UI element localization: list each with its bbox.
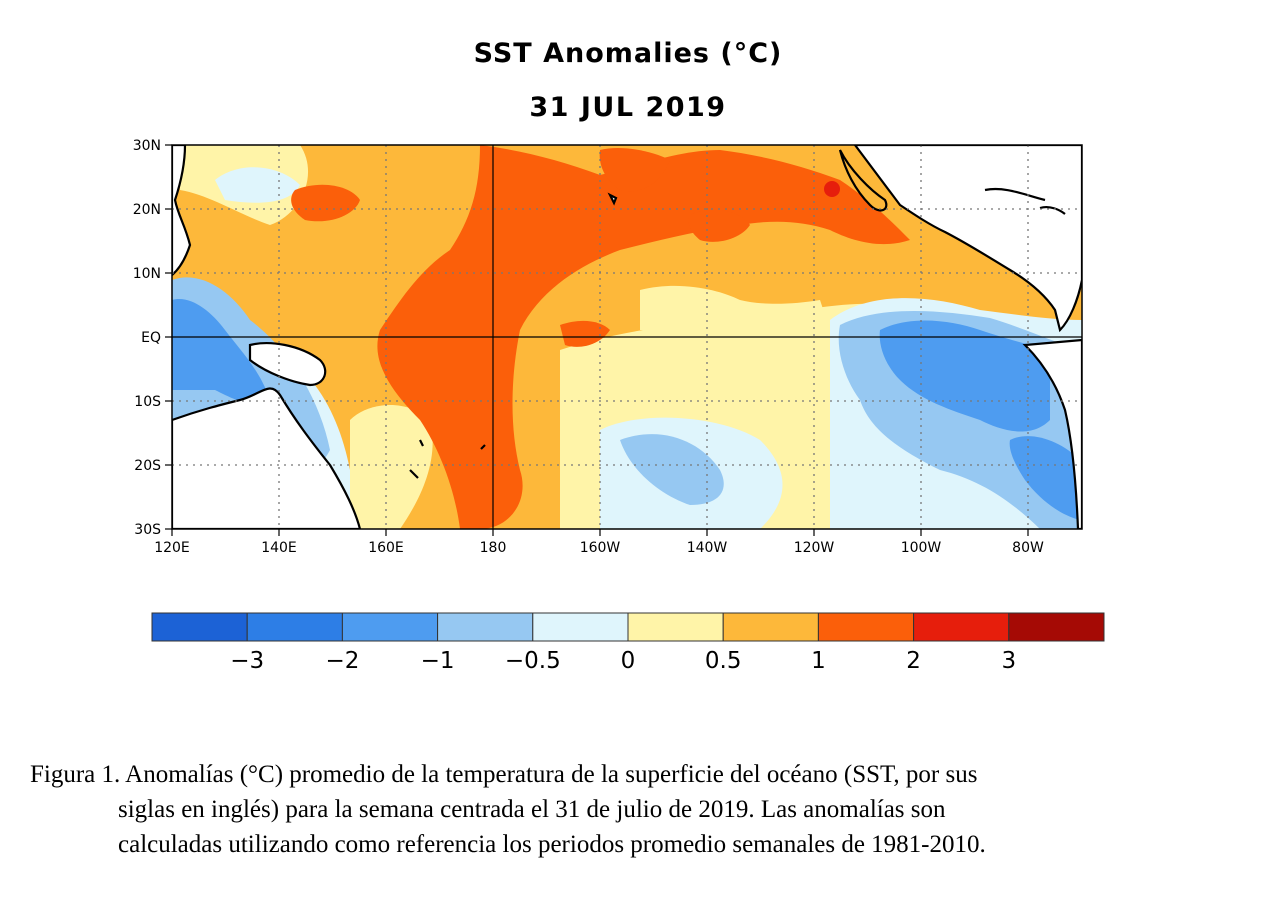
- colorbar-swatch: [246, 612, 343, 642]
- colorbar-tick-label: 0: [621, 648, 636, 674]
- lat-label: 30N: [133, 138, 161, 154]
- colorbar-swatch: [341, 612, 439, 642]
- colorbar-tick-label: 2: [906, 648, 921, 674]
- lat-label: 10N: [133, 266, 161, 282]
- lon-label: 140W: [687, 540, 728, 556]
- land-masses: [172, 145, 1082, 529]
- colorbar: [151, 612, 1105, 642]
- caption-line: siglas en inglés) para la semana centrad…: [118, 796, 946, 823]
- lon-label: 100W: [901, 540, 942, 556]
- colorbar-swatch: [913, 612, 1010, 642]
- lat-label: EQ: [141, 330, 161, 346]
- south-america-land: [1022, 338, 1082, 529]
- colorbar-swatch: [627, 612, 724, 642]
- colorbar-labels: −3 −2 −1 −0.5 0 0.5 1 2 3: [230, 648, 1016, 674]
- caption-line: calculadas utilizando como referencia lo…: [118, 831, 986, 858]
- colorbar-tick-label: −1: [421, 648, 455, 674]
- new-guinea-land: [248, 342, 327, 387]
- lon-label: 140E: [261, 540, 297, 556]
- colorbar-tick-label: 3: [1001, 648, 1016, 674]
- lat-label: 20S: [134, 458, 161, 474]
- map-date: 31 JUL 2019: [529, 92, 727, 123]
- lon-label: 120E: [154, 540, 190, 556]
- caption-line: Figura 1. Anomalías (°C) promedio de la …: [30, 761, 978, 788]
- north-america-land: [853, 145, 1082, 333]
- figure-caption: Figura 1. Anomalías (°C) promedio de la …: [30, 757, 1230, 862]
- longitude-labels: 120E 140E 160E 180 160W 140W 120W 100W 8…: [154, 540, 1044, 556]
- lon-label: 160W: [580, 540, 621, 556]
- colorbar-tick-label: −3: [230, 648, 264, 674]
- colorbar-swatch: [722, 612, 819, 642]
- colorbar-swatch: [1008, 612, 1105, 642]
- caribbean-islands: [409, 187, 1066, 479]
- colorbar-tick-label: 1: [811, 648, 826, 674]
- lon-label: 120W: [794, 540, 835, 556]
- sst-anomaly-map: 30N 20N 10N EQ 10S 20S 30S 120E 140E 160…: [133, 138, 1105, 674]
- asia-land: [172, 145, 192, 277]
- axis-ticks: [165, 144, 1029, 536]
- map-title: SST Anomalies (°C): [473, 38, 783, 69]
- map-grid: [172, 145, 1082, 529]
- lat-label: 30S: [134, 522, 161, 538]
- latitude-labels: 30N 20N 10N EQ 10S 20S 30S: [133, 138, 161, 538]
- colorbar-tick-label: −2: [325, 648, 359, 674]
- colorbar-swatch: [151, 612, 248, 642]
- lat-label: 10S: [134, 394, 161, 410]
- lon-label: 180: [480, 540, 507, 556]
- colorbar-tick-label: 0.5: [705, 648, 742, 674]
- australia-land: [172, 387, 362, 529]
- colorbar-swatch: [437, 612, 534, 642]
- lon-label: 80W: [1012, 540, 1044, 556]
- colorbar-swatch: [817, 612, 915, 642]
- lat-label: 20N: [133, 202, 161, 218]
- colorbar-swatch: [532, 612, 629, 642]
- colorbar-tick-label: −0.5: [505, 648, 561, 674]
- lon-label: 160E: [368, 540, 404, 556]
